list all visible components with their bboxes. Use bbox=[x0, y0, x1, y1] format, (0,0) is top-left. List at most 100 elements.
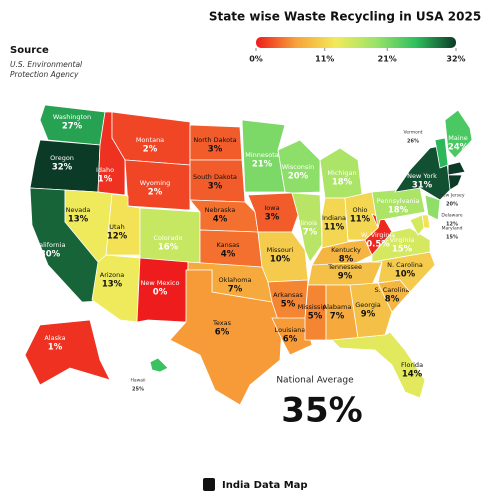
state-name: Wyoming bbox=[140, 179, 171, 187]
state-value: 6% bbox=[283, 335, 298, 345]
state-shape bbox=[447, 161, 466, 176]
state bbox=[304, 284, 327, 341]
state-name: Pennsylvania bbox=[377, 197, 420, 205]
state-value: 13% bbox=[68, 215, 89, 225]
footer-logo bbox=[203, 478, 215, 491]
state bbox=[271, 317, 313, 356]
state-name: Iowa bbox=[264, 204, 279, 212]
state-value: 0.5% bbox=[366, 240, 390, 250]
state-value: 17% bbox=[297, 228, 318, 238]
state-value: 32% bbox=[52, 163, 73, 173]
state-name: Nevada bbox=[66, 206, 91, 214]
state-value: 12% bbox=[446, 222, 458, 228]
state-name: North Dakota bbox=[193, 136, 236, 144]
state-value: 4% bbox=[213, 215, 228, 225]
state-name: Louisiana bbox=[275, 326, 306, 334]
state-name: New Jersey bbox=[440, 193, 465, 199]
state bbox=[149, 357, 169, 373]
state-name: Alaska bbox=[44, 334, 65, 342]
state-name: Vermont bbox=[403, 130, 422, 136]
state-name: Texas bbox=[212, 319, 232, 327]
state bbox=[124, 159, 191, 211]
state-name: Nebraska bbox=[205, 206, 236, 214]
state-name: Minnesota bbox=[245, 151, 279, 159]
state bbox=[434, 137, 449, 169]
state-value: 16% bbox=[158, 243, 179, 253]
state-name: Utah bbox=[109, 223, 124, 231]
state-value: 11% bbox=[350, 215, 371, 225]
state-name: Kentucky bbox=[331, 246, 361, 254]
state-name: Missouri bbox=[267, 246, 294, 254]
source-heading: Source bbox=[10, 45, 49, 56]
state bbox=[349, 282, 393, 339]
state-name: Alabama bbox=[323, 303, 352, 311]
state-name: Kansas bbox=[216, 241, 240, 249]
legend-label: 0% bbox=[249, 55, 263, 64]
state-value: 12% bbox=[107, 232, 128, 242]
state-name: Oregon bbox=[50, 154, 74, 162]
state-value: 20% bbox=[446, 202, 458, 208]
state-value: 0% bbox=[153, 288, 168, 298]
state-name: Michigan bbox=[327, 169, 356, 177]
state-value: 26% bbox=[407, 139, 419, 145]
state-name: Washington bbox=[53, 113, 91, 121]
source-box: U.S. Environmental Protection Agency bbox=[10, 60, 83, 79]
source-text: U.S. Environmental Protection Agency bbox=[10, 60, 83, 79]
legend-bar bbox=[256, 37, 456, 48]
state bbox=[169, 269, 283, 406]
state-name: New Mexico bbox=[141, 279, 180, 287]
state-value: 1% bbox=[48, 343, 63, 353]
state-name: N. Carolina bbox=[387, 261, 423, 269]
state-name: Delaware bbox=[441, 213, 462, 219]
state-value: 15% bbox=[392, 245, 413, 255]
state-value: 13% bbox=[102, 280, 123, 290]
national-heading: National Average bbox=[276, 376, 354, 386]
state-name: Illinois bbox=[297, 219, 318, 227]
legend-label: 21% bbox=[378, 55, 397, 64]
state-value: 8% bbox=[385, 295, 400, 305]
state-value: 20% bbox=[288, 172, 309, 182]
state-value: 2% bbox=[143, 145, 158, 155]
legend-label: 32% bbox=[446, 55, 465, 64]
state-name: S. Carolina bbox=[374, 286, 409, 294]
state-value: 25% bbox=[132, 387, 144, 393]
state bbox=[394, 144, 451, 201]
state-value: 3% bbox=[265, 213, 280, 223]
state-value: 15% bbox=[446, 235, 458, 241]
state-value: 18% bbox=[388, 206, 409, 216]
state-name: Georgia bbox=[355, 301, 381, 309]
state-name: New York bbox=[407, 172, 437, 180]
state-value: 9% bbox=[338, 272, 353, 282]
title: State wise Waste Recycling in USA 2025 bbox=[209, 10, 481, 24]
state-value: 18% bbox=[332, 178, 353, 188]
state-value: 3% bbox=[208, 182, 223, 192]
state bbox=[371, 251, 436, 293]
state-name: Wisconsin bbox=[282, 163, 314, 171]
state-value: 27% bbox=[62, 122, 83, 132]
state-name: Mississippi bbox=[298, 303, 333, 311]
state bbox=[24, 319, 111, 386]
footer: India Data Map bbox=[222, 480, 308, 491]
state-value: 2% bbox=[148, 188, 163, 198]
state-value: 7% bbox=[228, 285, 243, 295]
legend-label: 11% bbox=[315, 55, 334, 64]
state-value: 7% bbox=[330, 312, 345, 322]
state-name: Florida bbox=[401, 361, 423, 369]
state-name: South Dakota bbox=[193, 173, 237, 181]
state-name: Arkansas bbox=[273, 291, 303, 299]
state-value: 3% bbox=[208, 145, 223, 155]
state-value: 1% bbox=[98, 175, 113, 185]
state-value: 14% bbox=[402, 370, 423, 380]
state-value: 5% bbox=[308, 312, 323, 322]
state bbox=[277, 139, 321, 194]
state-name: Idaho bbox=[96, 166, 114, 174]
state-value: 21% bbox=[252, 160, 273, 170]
state-name: Ohio bbox=[352, 206, 367, 214]
state bbox=[424, 194, 441, 221]
state-name: California bbox=[35, 241, 66, 249]
state-value: 4% bbox=[221, 250, 236, 260]
state bbox=[444, 109, 473, 159]
state-name: Oklahoma bbox=[218, 276, 251, 284]
state-value: 10% bbox=[270, 255, 291, 265]
